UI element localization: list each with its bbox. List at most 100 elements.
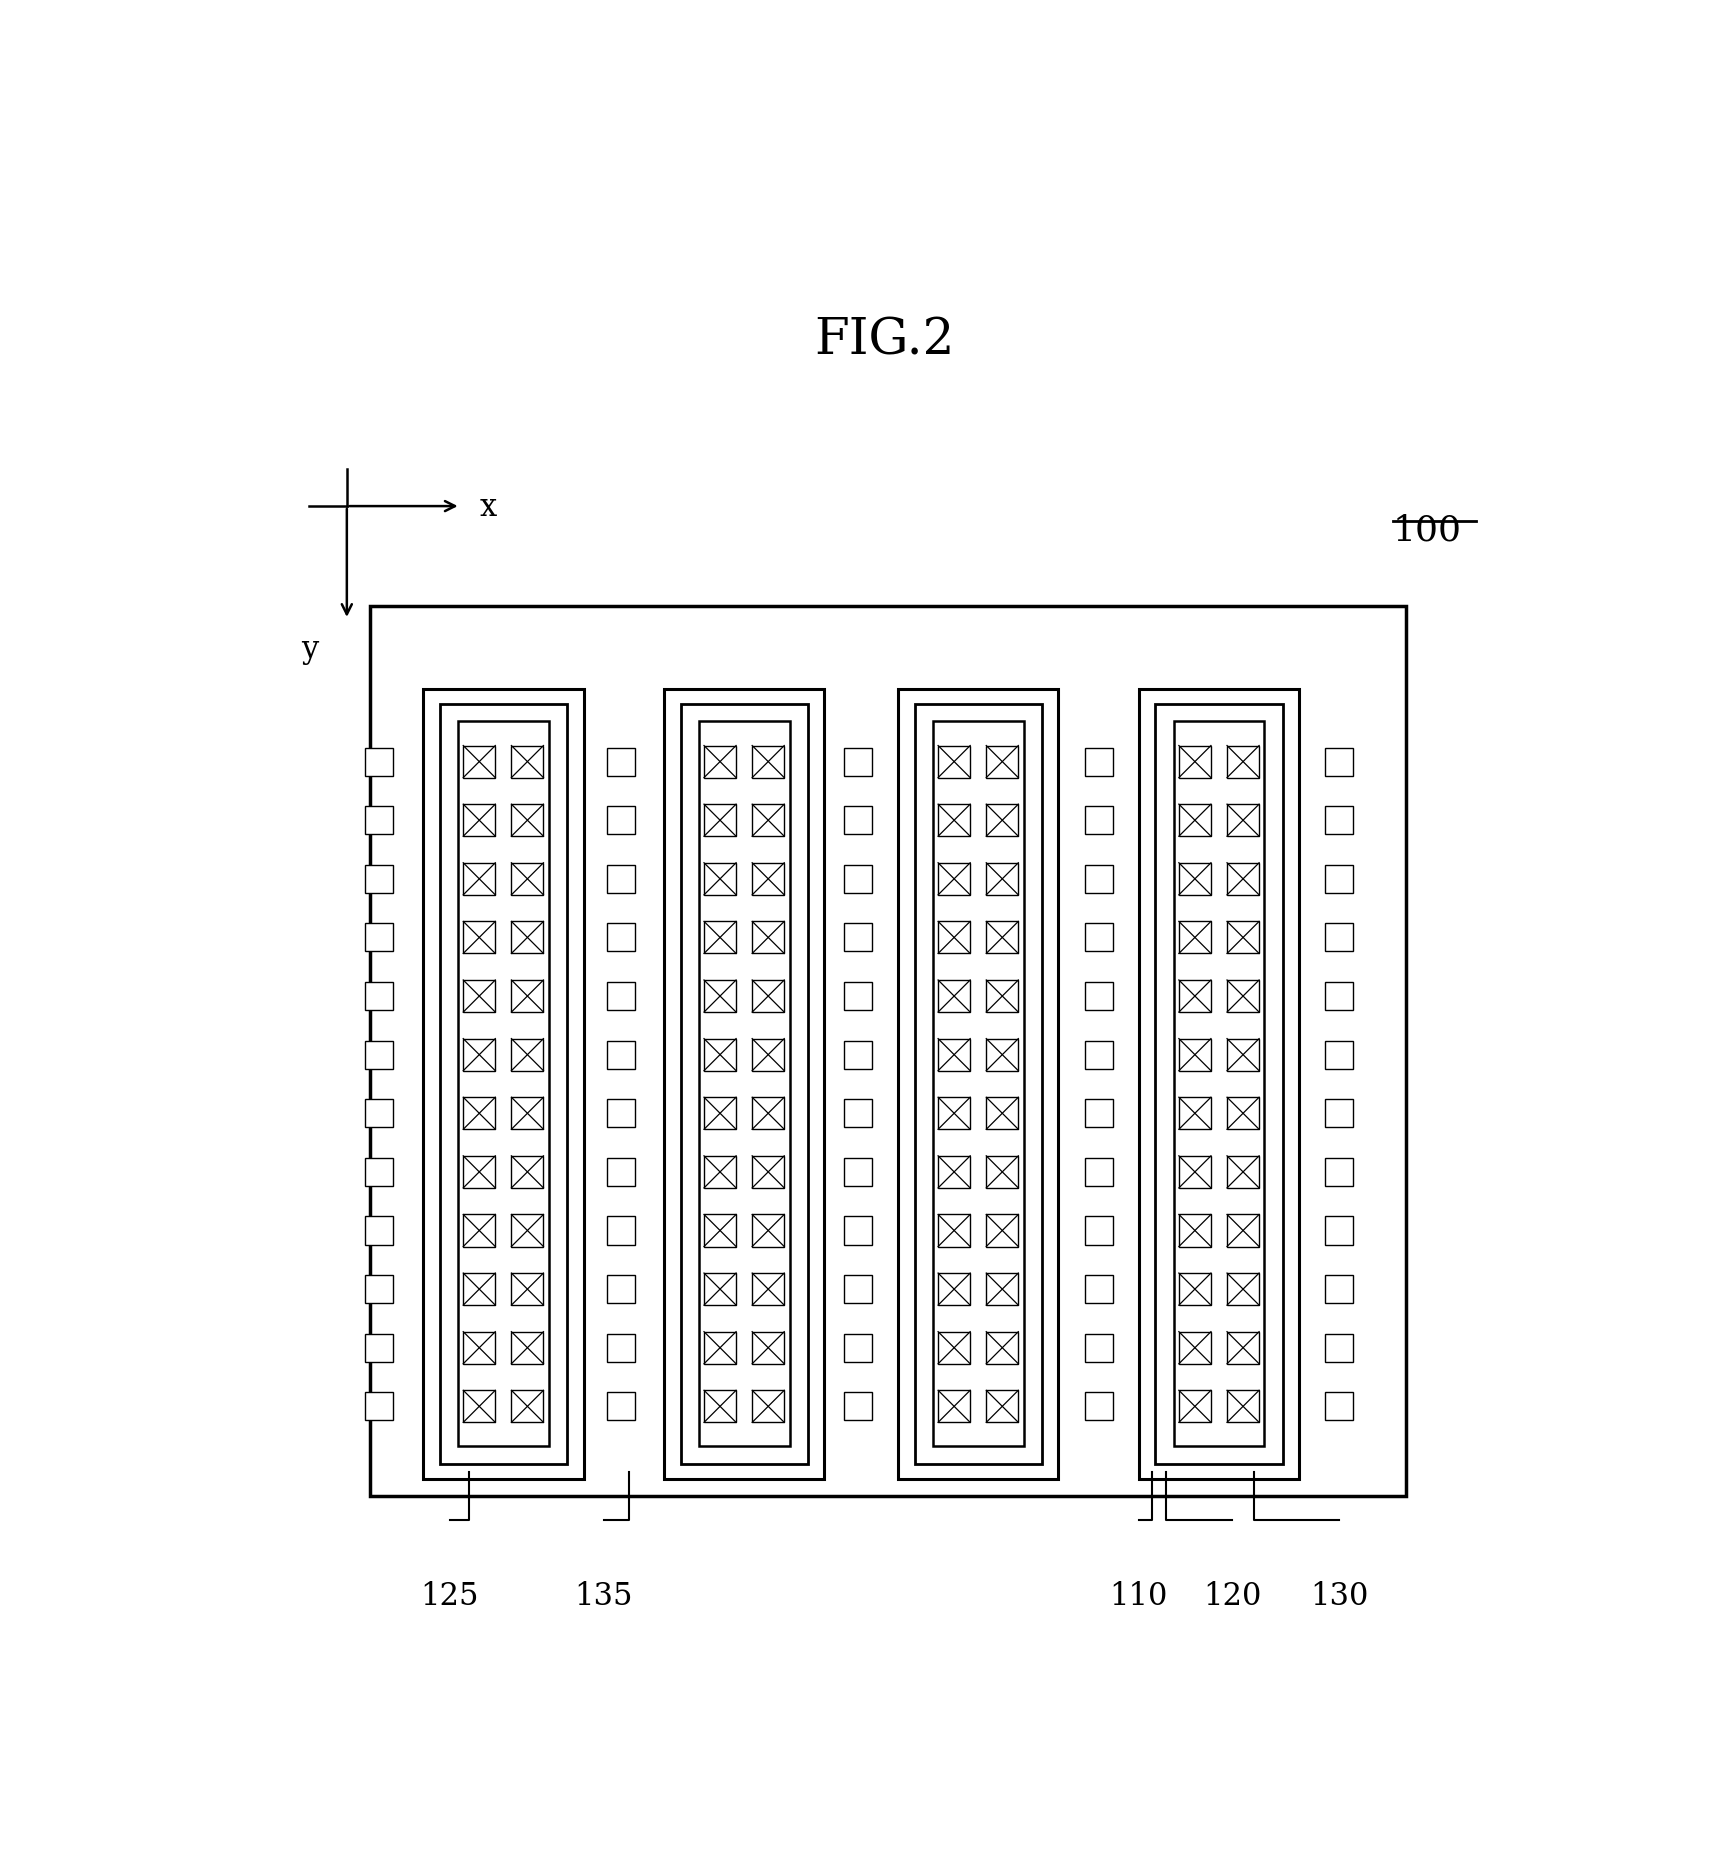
Bar <box>704 980 735 1012</box>
Bar <box>608 1275 635 1303</box>
Bar <box>844 747 872 775</box>
Bar <box>511 1038 544 1072</box>
Bar <box>440 705 566 1463</box>
Bar <box>1139 690 1300 1478</box>
Bar <box>1227 980 1260 1012</box>
Bar <box>1084 747 1113 775</box>
Bar <box>608 1392 635 1420</box>
Bar <box>1227 1098 1260 1130</box>
Bar <box>986 1156 1018 1187</box>
Bar <box>511 746 544 777</box>
Bar <box>1179 863 1212 895</box>
Bar <box>1326 1335 1353 1363</box>
Bar <box>511 1156 544 1187</box>
Bar <box>937 1273 970 1305</box>
Bar <box>1326 865 1353 893</box>
Bar <box>1084 865 1113 893</box>
Bar <box>1179 923 1212 954</box>
Bar <box>704 1038 735 1072</box>
Bar <box>463 980 495 1012</box>
Text: 100: 100 <box>1393 513 1462 548</box>
Bar <box>364 747 394 775</box>
Bar <box>1084 1217 1113 1245</box>
Bar <box>423 690 583 1478</box>
Bar <box>1227 1333 1260 1364</box>
Bar <box>369 608 1407 1497</box>
Bar <box>364 1275 394 1303</box>
Bar <box>1179 1391 1212 1422</box>
Bar <box>665 690 825 1478</box>
Bar <box>608 982 635 1010</box>
Bar <box>986 923 1018 954</box>
Bar <box>1174 721 1265 1446</box>
Bar <box>364 1335 394 1363</box>
Bar <box>608 1100 635 1128</box>
Bar <box>986 1038 1018 1072</box>
Bar <box>937 1333 970 1364</box>
Bar <box>511 1215 544 1247</box>
Bar <box>753 1156 784 1187</box>
Bar <box>364 1392 394 1420</box>
Bar <box>608 925 635 953</box>
Bar <box>844 865 872 893</box>
Bar <box>1084 1335 1113 1363</box>
Bar <box>1084 1275 1113 1303</box>
Bar <box>844 1392 872 1420</box>
Bar <box>986 863 1018 895</box>
Bar <box>511 1391 544 1422</box>
Bar <box>364 1217 394 1245</box>
Bar <box>937 746 970 777</box>
Bar <box>1227 1038 1260 1072</box>
Bar <box>1326 807 1353 835</box>
Bar <box>1084 1158 1113 1186</box>
Bar <box>1227 805 1260 837</box>
Bar <box>1179 805 1212 837</box>
Bar <box>915 705 1043 1463</box>
Bar <box>753 805 784 837</box>
Bar <box>457 721 549 1446</box>
Bar <box>704 805 735 837</box>
Text: FIG.2: FIG.2 <box>815 315 954 365</box>
Bar <box>753 980 784 1012</box>
Bar <box>753 1038 784 1072</box>
Bar <box>1179 1215 1212 1247</box>
Bar <box>844 1100 872 1128</box>
Bar <box>753 1215 784 1247</box>
Bar <box>704 746 735 777</box>
Bar <box>364 982 394 1010</box>
Bar <box>753 1333 784 1364</box>
Bar <box>364 807 394 835</box>
Bar <box>753 1273 784 1305</box>
Bar <box>608 1335 635 1363</box>
Bar <box>844 925 872 953</box>
Bar <box>1155 705 1282 1463</box>
Bar <box>937 1098 970 1130</box>
Bar <box>1179 980 1212 1012</box>
Bar <box>844 1158 872 1186</box>
Bar <box>1326 1275 1353 1303</box>
Bar <box>937 863 970 895</box>
Bar <box>844 1217 872 1245</box>
Text: 125: 125 <box>421 1581 480 1610</box>
Bar <box>753 923 784 954</box>
Bar <box>986 1391 1018 1422</box>
Bar <box>844 807 872 835</box>
Text: 110: 110 <box>1110 1581 1169 1610</box>
Bar <box>1084 1040 1113 1070</box>
Bar <box>844 1335 872 1363</box>
Bar <box>704 863 735 895</box>
Text: 135: 135 <box>575 1581 633 1610</box>
Bar <box>704 1391 735 1422</box>
Bar <box>699 721 789 1446</box>
Bar <box>511 1333 544 1364</box>
Bar <box>364 865 394 893</box>
Bar <box>986 805 1018 837</box>
Bar <box>937 1038 970 1072</box>
Bar <box>937 805 970 837</box>
Bar <box>986 1098 1018 1130</box>
Bar <box>511 805 544 837</box>
Bar <box>364 1158 394 1186</box>
Bar <box>1227 923 1260 954</box>
Bar <box>463 1098 495 1130</box>
Bar <box>511 1098 544 1130</box>
